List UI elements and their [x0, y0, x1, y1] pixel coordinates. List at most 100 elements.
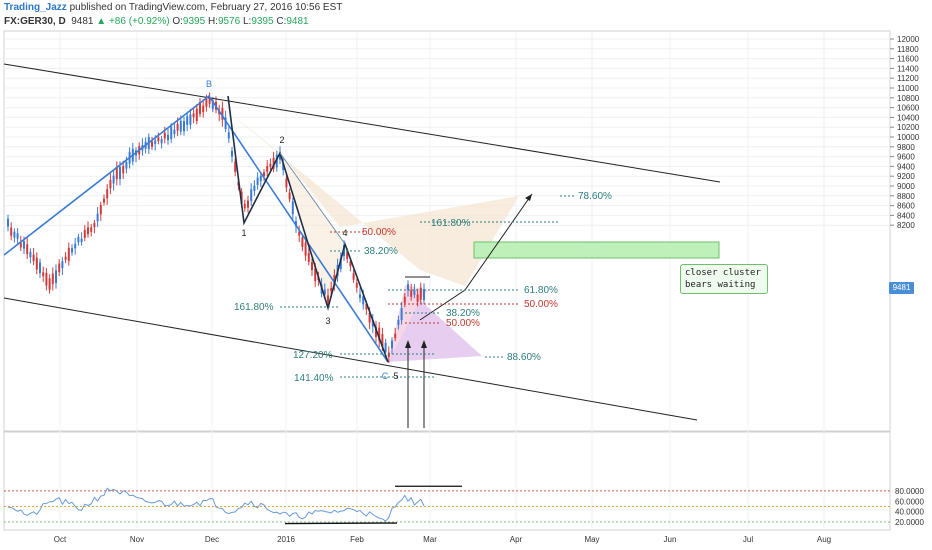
wave-pattern-leg[interactable]	[227, 95, 389, 363]
rsi-line	[7, 487, 425, 522]
y-tick-label: 8800	[897, 192, 915, 201]
candle-body	[163, 132, 166, 139]
candle-body	[259, 175, 262, 182]
annotation-note[interactable]: closer cluster bears waiting	[680, 264, 768, 294]
low-label: L:	[242, 16, 252, 27]
y-tick-label: 10800	[897, 94, 920, 103]
candle-body	[106, 189, 109, 199]
last-price: 9481	[71, 16, 94, 27]
price-axis[interactable]: 1200011800116001140011200110001080010600…	[890, 35, 920, 230]
author-link[interactable]: Trading_Jazz	[4, 2, 67, 13]
y-tick-label: 11000	[897, 84, 919, 93]
annotation-line-1: closer cluster	[685, 268, 761, 278]
wave-connector	[279, 152, 346, 245]
channel-lower-line[interactable]	[3, 297, 698, 421]
candle-body	[157, 137, 160, 142]
channel-upper-line[interactable]	[3, 63, 721, 183]
candle-body	[154, 140, 157, 144]
low-value: 9395	[251, 16, 274, 27]
candle-body	[13, 231, 16, 238]
candle-body	[314, 268, 317, 282]
candle-body	[365, 303, 368, 310]
candle-body	[349, 261, 352, 267]
candle-body	[112, 175, 115, 184]
y-tick-label: 8600	[897, 202, 915, 211]
candle-body	[51, 273, 54, 284]
candle-body	[352, 273, 355, 280]
candle-body	[381, 334, 384, 347]
candle-body	[410, 290, 413, 297]
y-tick-label: 10400	[897, 113, 920, 122]
pattern-point-label: 1	[241, 228, 246, 238]
candle-body	[71, 248, 73, 253]
candle-body	[64, 256, 67, 260]
y-tick-label: 8200	[897, 221, 915, 230]
close-value: 9481	[286, 16, 309, 27]
y-tick-label: 8400	[897, 211, 915, 220]
candle-body	[119, 166, 121, 180]
candle-body	[407, 284, 409, 290]
x-tick-label: Mar	[423, 535, 437, 544]
candle-body	[291, 201, 294, 215]
candle-body	[77, 236, 80, 243]
fib-level-label: 38.20%	[446, 308, 480, 319]
fib-level-label: 88.60%	[507, 352, 541, 363]
fib-level-label: 161.80%	[431, 218, 471, 229]
candle-body	[384, 342, 387, 353]
candle-body	[285, 178, 288, 188]
x-tick-label: 2016	[277, 535, 295, 544]
candle-body	[269, 163, 272, 167]
y-tick-label: 9400	[897, 162, 915, 171]
arrow-head-icon	[525, 194, 532, 201]
candle-body	[160, 139, 163, 144]
fib-level-label: 50.00%	[446, 318, 480, 329]
time-axis[interactable]: Oct Nov Dec 2016 Feb Mar Apr May Jun Jul Aug	[54, 535, 831, 544]
candle-body	[23, 241, 25, 249]
pattern-point-label: B	[206, 79, 212, 89]
symbol-info: FX:GER30, D 9481 ▲ +86 (+0.92%) O:9395 H…	[4, 16, 309, 27]
candle-body	[55, 270, 57, 284]
y-tick-label: 11800	[897, 45, 919, 54]
rsi-divergence-line[interactable]	[284, 522, 398, 525]
candle-body	[125, 161, 128, 169]
candle-body	[115, 167, 118, 180]
candle-body	[170, 126, 173, 139]
x-tick-label: Aug	[817, 535, 831, 544]
candle-body	[99, 204, 102, 215]
candle-body	[227, 132, 230, 139]
candle-body	[205, 98, 208, 107]
candle-body	[122, 165, 125, 174]
candle-body	[311, 262, 313, 271]
annotation-line-2: bears waiting	[685, 280, 756, 290]
high-value: 9576	[217, 16, 241, 27]
target-zone-rect[interactable]	[473, 241, 720, 259]
candle-body	[39, 262, 41, 274]
y-tick-label: 9800	[897, 143, 915, 152]
candle-body	[26, 244, 29, 255]
candle-body	[298, 231, 301, 236]
blue-pattern-leg[interactable]	[3, 94, 389, 363]
xabcd-pattern-area	[209, 96, 519, 286]
symbol-label[interactable]: FX:GER30, D	[4, 16, 66, 27]
candle-body	[16, 233, 19, 239]
candle-body	[45, 272, 48, 286]
candle-body	[211, 100, 214, 110]
candle-body	[423, 289, 425, 301]
candle-body	[279, 152, 281, 160]
candle-body	[368, 313, 371, 323]
candle-body	[413, 290, 416, 295]
pattern-point-label: 2	[279, 135, 284, 145]
rsi-tick-label: 60.0000	[895, 497, 924, 506]
candle-body	[58, 263, 61, 273]
candle-body	[333, 274, 336, 286]
x-tick-label: Dec	[205, 535, 219, 544]
open-value: 9395	[182, 16, 206, 27]
candle-body	[186, 116, 189, 125]
rsi-tick-label: 20.0000	[895, 518, 924, 527]
candle-body	[80, 238, 83, 242]
candle-body	[272, 157, 275, 169]
candle-body	[394, 333, 397, 339]
candle-body	[378, 327, 381, 341]
candle-body	[371, 320, 374, 327]
